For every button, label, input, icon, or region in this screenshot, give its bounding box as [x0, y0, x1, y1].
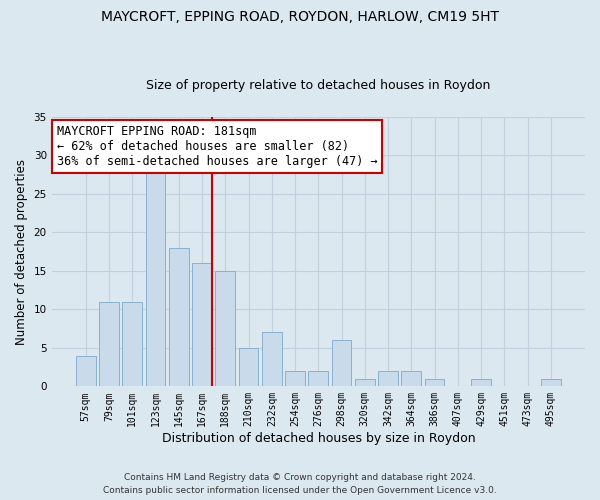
X-axis label: Distribution of detached houses by size in Roydon: Distribution of detached houses by size …: [161, 432, 475, 445]
Text: MAYCROFT, EPPING ROAD, ROYDON, HARLOW, CM19 5HT: MAYCROFT, EPPING ROAD, ROYDON, HARLOW, C…: [101, 10, 499, 24]
Bar: [541, 378, 561, 386]
Bar: [76, 356, 95, 386]
Bar: [192, 263, 212, 386]
Text: MAYCROFT EPPING ROAD: 181sqm
← 62% of detached houses are smaller (82)
36% of se: MAYCROFT EPPING ROAD: 181sqm ← 62% of de…: [57, 125, 377, 168]
Bar: [262, 332, 282, 386]
Bar: [308, 371, 328, 386]
Bar: [285, 371, 305, 386]
Y-axis label: Number of detached properties: Number of detached properties: [15, 158, 28, 344]
Text: Contains HM Land Registry data © Crown copyright and database right 2024.
Contai: Contains HM Land Registry data © Crown c…: [103, 473, 497, 495]
Bar: [471, 378, 491, 386]
Bar: [146, 170, 166, 386]
Bar: [99, 302, 119, 386]
Bar: [401, 371, 421, 386]
Bar: [425, 378, 445, 386]
Bar: [122, 302, 142, 386]
Bar: [378, 371, 398, 386]
Bar: [332, 340, 352, 386]
Bar: [169, 248, 188, 386]
Bar: [355, 378, 375, 386]
Bar: [239, 348, 259, 387]
Bar: [215, 271, 235, 386]
Title: Size of property relative to detached houses in Roydon: Size of property relative to detached ho…: [146, 79, 491, 92]
